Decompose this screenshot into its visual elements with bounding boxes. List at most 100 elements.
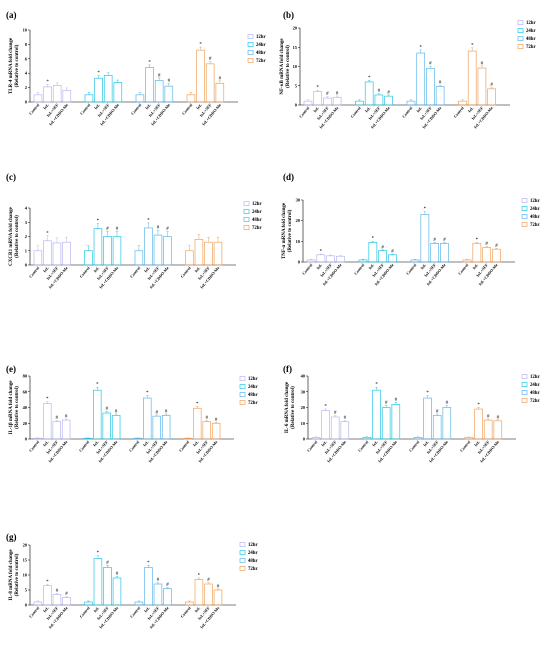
y-tick-label: 40 <box>23 405 28 410</box>
x-category-label: IoL <box>143 605 151 613</box>
x-category-label: Control <box>128 439 141 453</box>
y-tick-label: 20 <box>301 405 306 410</box>
bar-12hr-IoL+CDDO-Me <box>332 96 342 106</box>
y-axis-label-sub: (Relative to control) <box>291 386 296 429</box>
significance-marker: # <box>106 561 109 566</box>
bar-72hr-IoL <box>474 408 483 440</box>
x-category-label: Control <box>405 262 418 276</box>
y-tick-label: 5 <box>25 588 28 593</box>
bar-24hr-IoL+CDDO-Me <box>111 415 121 440</box>
x-category-label: IoL <box>42 439 50 447</box>
x-category-label: IoL <box>415 105 423 113</box>
bar-48hr-Control <box>135 94 145 103</box>
significance-marker: * <box>46 580 49 585</box>
bar-48hr-Control <box>406 100 416 106</box>
legend-swatch-24hr <box>243 209 250 214</box>
y-tick-label: 20 <box>23 421 28 426</box>
y-tick-label: 30 <box>301 389 306 394</box>
x-category-label: Control <box>28 439 41 453</box>
significance-marker: # <box>155 410 158 415</box>
y-axis-label: IL-6 mRNA fold change <box>285 381 290 433</box>
significance-marker: * <box>46 80 49 85</box>
x-category-label: Control <box>28 265 41 279</box>
bar-24hr-IoL+CDDO-Me <box>112 236 122 266</box>
x-category-label: IoL <box>371 439 379 447</box>
x-category-label: IoL <box>42 605 50 613</box>
legend-swatch-72hr <box>517 44 524 49</box>
bar-72hr-IoL+CDDO-Me <box>211 422 221 440</box>
bar-72hr-IoL+CDDO-Me <box>213 589 223 606</box>
chart-panel-3: (c) CXCR1 mRNA fold change (Relative to co… <box>6 172 262 289</box>
legend-swatch-24hr <box>521 382 528 387</box>
legend-label-12hr: 12hr <box>256 35 266 40</box>
bar-24hr-IoL+SEF <box>381 407 391 440</box>
legend-label-72hr: 72hr <box>248 401 258 406</box>
bar-24hr-Control <box>362 437 372 440</box>
bar-12hr-Control <box>311 437 321 440</box>
y-tick-label: 0 <box>25 100 28 105</box>
bar-24hr-Control <box>83 437 93 440</box>
panel-label: (e) <box>6 364 16 374</box>
bar-72hr-IoL+SEF <box>482 247 492 263</box>
significance-marker: # <box>209 57 212 62</box>
x-category-label: IoL <box>195 102 203 110</box>
bar-24hr-IoL+SEF <box>374 94 384 106</box>
chart-panel-2: (b) NF-κB mRNA fold change (Relative to co… <box>280 10 536 129</box>
legend-swatch-12hr <box>247 34 254 39</box>
y-tick-label: 10 <box>23 28 28 33</box>
bar-48hr-IoL+SEF <box>152 415 161 440</box>
bar-48hr-IoL+CDDO-Me <box>164 85 174 103</box>
x-category-label: IoL <box>142 439 150 447</box>
bar-72hr-IoL <box>194 239 204 266</box>
bar-72hr-IoL <box>467 50 477 106</box>
x-category-label: Control <box>179 605 192 619</box>
significance-marker: # <box>116 227 119 232</box>
bar-72hr-IoL+SEF <box>204 241 213 266</box>
x-category-label: Control <box>298 105 311 119</box>
legend-label-12hr: 12hr <box>530 375 540 380</box>
x-category-label: Control <box>28 605 41 619</box>
legend-label-12hr: 12hr <box>530 199 540 204</box>
significance-marker: # <box>336 91 339 96</box>
significance-marker: # <box>433 238 436 243</box>
bar-24hr-IoL+CDDO-Me <box>391 404 401 440</box>
legend-swatch-24hr <box>239 384 246 389</box>
panel-label: (c) <box>6 172 16 182</box>
significance-marker: # <box>487 414 490 419</box>
bar-48hr-IoL <box>144 567 153 606</box>
significance-marker: # <box>215 418 218 423</box>
chart-panel-4: (d) TNF-α mRNA fold change (Relative to co… <box>282 172 540 286</box>
significance-marker: # <box>429 62 432 67</box>
significance-marker: # <box>334 411 337 416</box>
y-axis-label-sub: (Relative to control) <box>288 209 293 252</box>
legend-swatch-12hr <box>521 198 528 203</box>
bar-48hr-IoL+CDDO-Me <box>163 236 172 266</box>
significance-marker: # <box>217 584 220 589</box>
bar-24hr-IoL+CDDO-Me <box>388 254 397 263</box>
bar-12hr-IoL+CDDO-Me <box>340 421 350 440</box>
x-category-label: Control <box>78 605 91 619</box>
significance-marker: * <box>196 402 199 407</box>
y-tick-label: 0 <box>25 263 28 268</box>
significance-marker: # <box>381 245 384 250</box>
x-category-label: IoL <box>312 105 320 113</box>
legend-label-72hr: 72hr <box>526 45 536 50</box>
bar-24hr-IoL+CDDO-Me <box>113 82 123 103</box>
significance-marker: # <box>485 242 488 247</box>
significance-marker: # <box>490 83 493 88</box>
y-axis-label: CXCR1 mRNA fold change <box>9 206 14 266</box>
y-tick-label: 0 <box>298 260 301 265</box>
y-axis-label-sub: (Relative to control) <box>15 386 20 429</box>
legend-swatch-12hr <box>239 376 246 381</box>
significance-marker: # <box>391 250 394 255</box>
bar-24hr-IoL <box>93 228 103 266</box>
bar-72hr-IoL+CDDO-Me <box>213 241 223 266</box>
significance-marker: # <box>436 409 439 414</box>
x-category-label: Control <box>78 265 91 279</box>
legend-swatch-12hr <box>517 20 524 25</box>
y-axis-label-sub: (Relative to control) <box>286 45 291 88</box>
bar-12hr-IoL <box>43 585 52 606</box>
x-category-label: IoL <box>193 265 201 273</box>
legend-label-24hr: 24hr <box>248 385 258 390</box>
significance-marker: # <box>378 89 381 94</box>
